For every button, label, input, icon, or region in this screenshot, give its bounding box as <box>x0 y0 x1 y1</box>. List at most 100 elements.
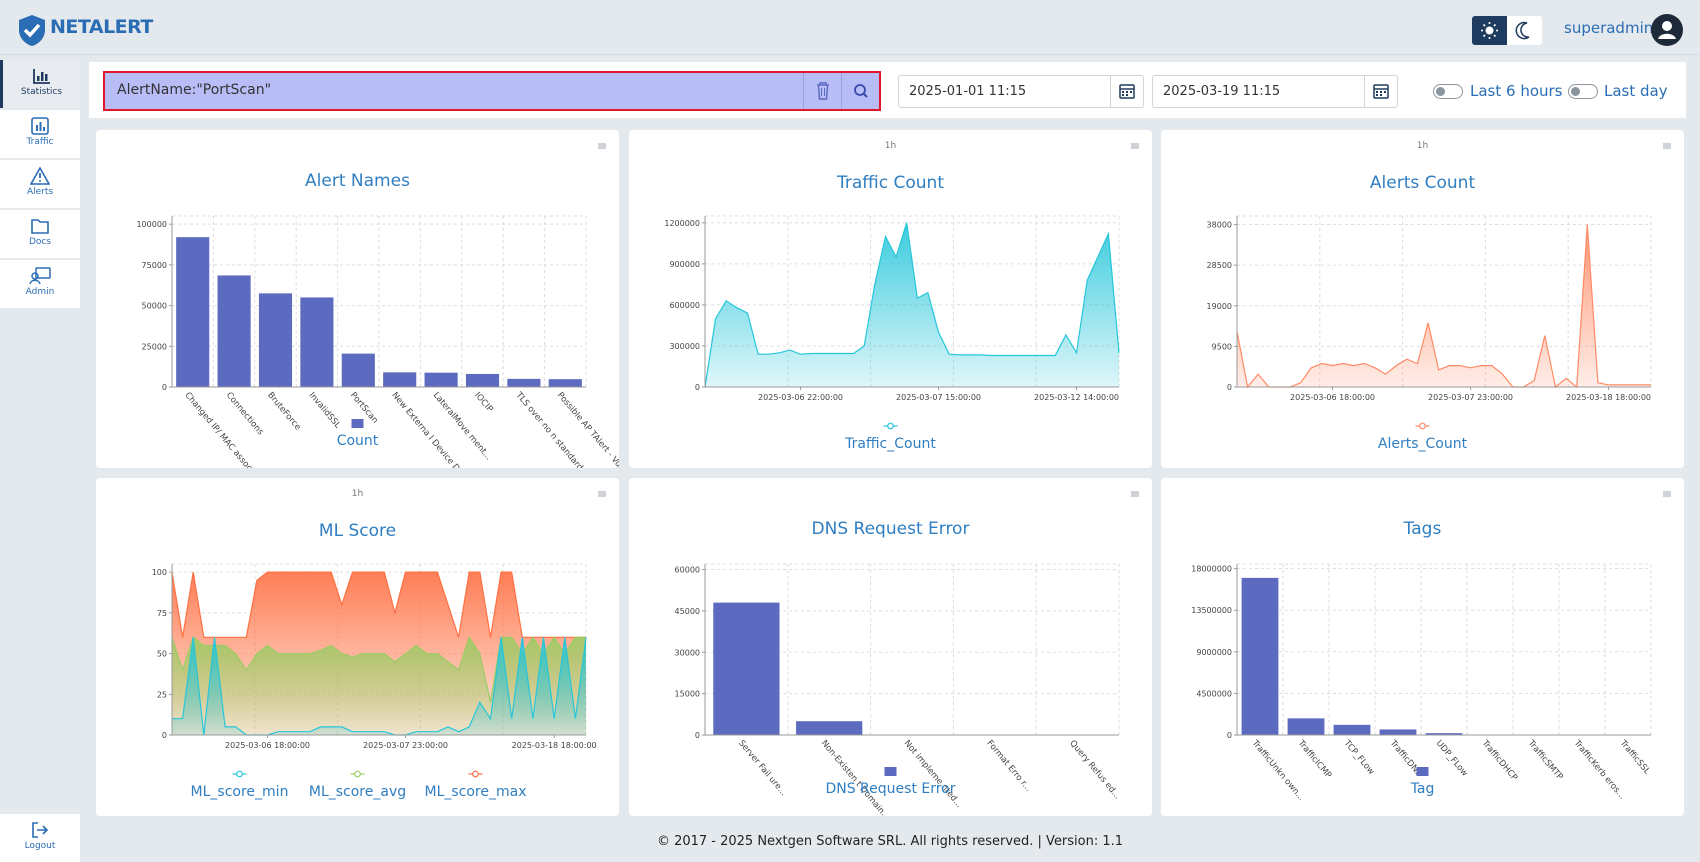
x-tick-label: Query Refus ed... <box>1067 739 1122 802</box>
y-tick-label: 75 <box>157 609 167 618</box>
bar <box>300 297 334 387</box>
bar <box>1425 733 1463 735</box>
y-tick-label: 4500000 <box>1196 689 1232 698</box>
x-tick-label: UDP_FLow <box>1434 739 1470 779</box>
moon-icon <box>1515 21 1530 40</box>
legend-dot <box>236 770 243 778</box>
legend-dot <box>1419 422 1426 430</box>
toggle-label: Last day <box>1604 82 1668 100</box>
chart-title: ML Score <box>319 521 396 541</box>
y-tick-label: 25000 <box>142 342 167 351</box>
calendar-button[interactable] <box>1364 76 1397 107</box>
query-text: AlertName:"PortScan" <box>117 82 272 98</box>
nav-logout[interactable]: Logout <box>0 814 80 862</box>
x-tick-label: 2025-03-07 23:00:00 <box>363 741 448 750</box>
y-tick-label: 0 <box>162 383 167 392</box>
bar <box>548 379 582 387</box>
avatar[interactable] <box>1651 14 1683 46</box>
legend-dot <box>472 770 479 778</box>
nav-admin[interactable]: Admin <box>0 260 80 308</box>
date-to[interactable]: 2025-03-19 11:15 <box>1152 75 1398 108</box>
query-input[interactable]: AlertName:"PortScan" <box>103 71 881 111</box>
chart-panel: 1h ML Score 0 25 50 75 100 2025-03-06 18:00:00 2… <box>96 478 619 816</box>
y-tick-label: 100 <box>152 568 167 577</box>
x-tick-label: TCP_FLow <box>1341 738 1376 777</box>
legend-swatch <box>884 767 897 776</box>
search-icon <box>854 84 868 98</box>
x-tick-label: 2025-03-07 23:00:00 <box>1428 393 1513 402</box>
panel-menu-icon <box>598 143 606 149</box>
interval-label: 1h <box>352 489 363 499</box>
line <box>171 635 586 703</box>
bar <box>1241 577 1279 735</box>
y-tick-label: 0 <box>695 383 700 392</box>
trash-icon <box>817 82 829 100</box>
chart: 1h Alerts Count 0 9500 19000 28500 38000 2025-0… <box>1207 141 1671 452</box>
legend-label: Traffic_Count <box>844 436 936 452</box>
light-theme-button[interactable] <box>1472 16 1507 45</box>
x-tick-label: 2025-03-06 22:00:00 <box>758 393 843 402</box>
legend-label: Alerts_Count <box>1378 436 1468 452</box>
clear-button[interactable] <box>803 73 842 109</box>
toggle-day[interactable] <box>1568 84 1598 99</box>
bar <box>1379 729 1417 735</box>
nav-label: Docs <box>28 237 52 247</box>
calendar-icon <box>1119 84 1135 99</box>
bar <box>465 373 500 387</box>
icon <box>31 117 49 135</box>
panel-menu-icon <box>1663 491 1671 497</box>
y-tick-label: 13500000 <box>1191 606 1232 615</box>
chart: DNS Request Error 0 15000 30000 45000 60000 Se… <box>675 491 1139 822</box>
nav-alerts[interactable]: Alerts <box>0 160 80 208</box>
chart-title: Alerts Count <box>1370 173 1476 193</box>
bar <box>383 372 417 387</box>
x-tick-label: 2025-03-12 14:00:00 <box>1034 393 1119 402</box>
y-tick-label: 900000 <box>669 260 700 269</box>
x-tick-label: Connections <box>224 391 266 438</box>
line <box>704 222 1120 388</box>
x-tick-label: TrafficICMP <box>1295 738 1333 781</box>
chart-title: Alert Names <box>305 171 410 191</box>
x-tick-label: TrafficSSL <box>1617 738 1652 777</box>
area-fill <box>172 637 586 735</box>
toggle-label: Last 6 hours <box>1470 82 1563 100</box>
legend-label: Tag <box>1410 781 1435 797</box>
chart-panel: 1h Alerts Count 0 9500 19000 28500 38000 2025-0… <box>1161 130 1684 468</box>
date-from[interactable]: 2025-01-01 11:15 <box>898 75 1144 108</box>
legend-dot <box>887 422 894 430</box>
x-tick-label: TrafficSMTP <box>1525 738 1565 782</box>
nav-traffic[interactable]: Traffic <box>0 110 80 158</box>
username[interactable]: superadmin <box>1564 19 1654 37</box>
dark-theme-button[interactable] <box>1507 16 1542 45</box>
toggle-6h[interactable] <box>1433 84 1463 99</box>
chart-panel: Tags 0 4500000 9000000 13500000 18000000 Traff… <box>1161 478 1684 816</box>
search-button[interactable] <box>841 73 880 109</box>
footer: © 2017 - 2025 Nextgen Software SRL. All … <box>656 834 1124 849</box>
chart: Tags 0 4500000 9000000 13500000 18000000 Traff… <box>1191 491 1671 803</box>
icon <box>29 267 51 285</box>
legend-label: ML_score_avg <box>309 784 406 800</box>
line <box>1236 224 1651 389</box>
y-tick-label: 18000000 <box>1191 565 1232 574</box>
nav-label: Alerts <box>26 187 54 197</box>
y-tick-label: 15000 <box>675 690 700 699</box>
line <box>171 571 586 638</box>
x-tick-label: Format Erro r... <box>985 739 1033 794</box>
line <box>172 637 587 736</box>
y-tick-label: 100000 <box>136 220 167 229</box>
nav-statistics[interactable]: Statistics <box>0 60 80 108</box>
interval-label: 1h <box>1417 141 1428 151</box>
y-tick-label: 300000 <box>669 342 700 351</box>
sun-icon <box>1481 22 1498 39</box>
nav-docs[interactable]: Docs <box>0 210 80 258</box>
y-tick-label: 9000000 <box>1196 648 1232 657</box>
date-text: 2025-01-01 11:15 <box>909 84 1027 99</box>
y-tick-label: 9500 <box>1212 342 1232 351</box>
calendar-button[interactable] <box>1110 76 1143 107</box>
y-tick-label: 50 <box>157 650 167 659</box>
x-tick-label: TLS over no n standard ... <box>513 390 592 468</box>
nav-label: Admin <box>25 287 55 297</box>
icon <box>31 219 49 234</box>
x-tick-label: TrafficKerb eros... <box>1571 738 1627 802</box>
